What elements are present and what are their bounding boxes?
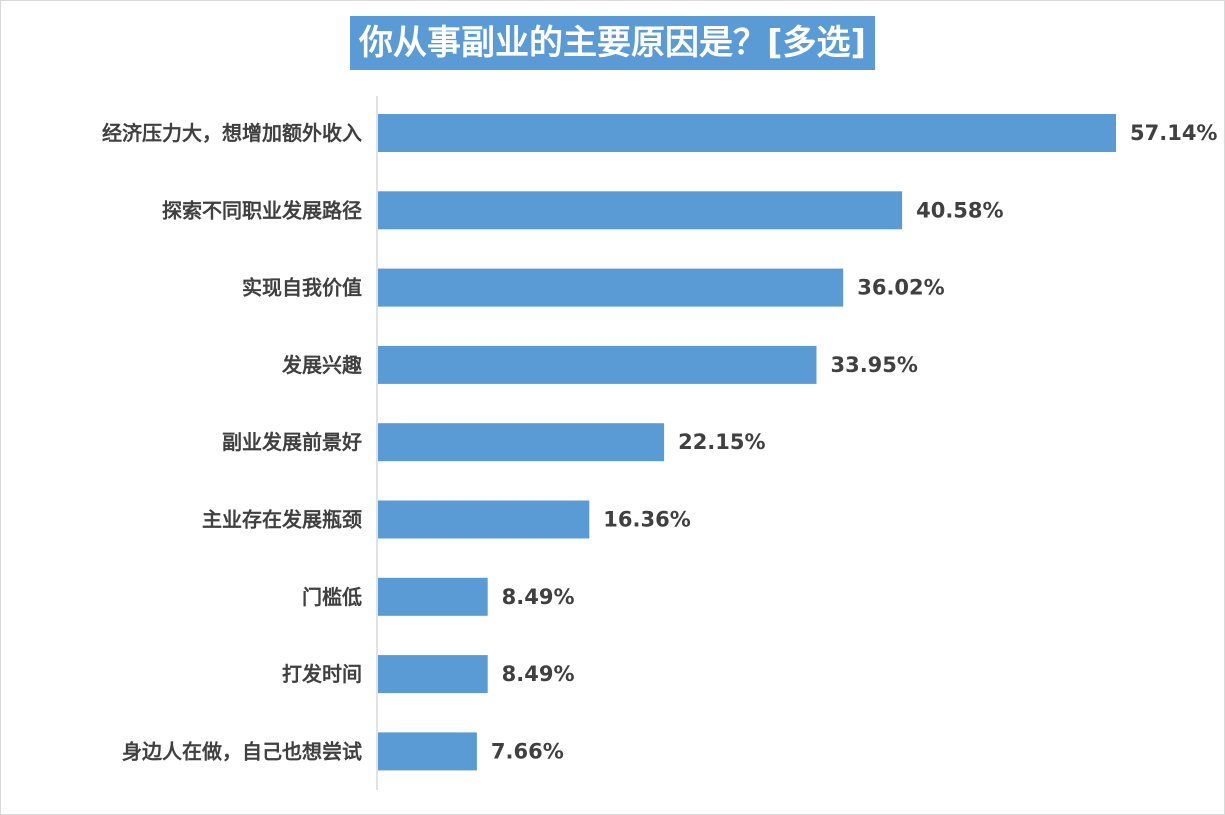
value-label: 8.49% xyxy=(502,662,575,686)
bar xyxy=(378,345,817,384)
value-label: 57.14% xyxy=(1130,121,1217,145)
value-label: 36.02% xyxy=(857,276,944,300)
bar xyxy=(378,732,477,771)
category-label: 打发时间 xyxy=(282,662,362,686)
bar xyxy=(378,114,1116,152)
bars-group xyxy=(378,114,1116,771)
bar xyxy=(378,423,665,462)
category-label: 发展兴趣 xyxy=(281,353,363,377)
bar xyxy=(378,500,590,539)
value-label: 7.66% xyxy=(491,739,564,763)
value-label: 8.49% xyxy=(502,585,575,609)
value-labels-group: 57.14% 40.58% 36.02% 33.95% 22.15% 16.36% 8.49… xyxy=(491,121,1218,763)
category-label: 经济压力大，想增加额外收入 xyxy=(102,121,362,145)
category-label: 身边人在做，自己也想尝试 xyxy=(122,739,362,763)
value-label: 33.95% xyxy=(830,353,917,377)
category-labels-group: 经济压力大，想增加额外收入探索不同职业发展路径实现自我价值发展兴趣副业发展前景好… xyxy=(102,121,363,763)
bar xyxy=(378,577,488,616)
chart-title-container: 你从事副业的主要原因是？[多选] xyxy=(0,16,1225,70)
bar xyxy=(378,191,903,230)
category-label: 主业存在发展瓶颈 xyxy=(202,508,362,532)
category-label: 实现自我价值 xyxy=(242,276,362,300)
value-label: 16.36% xyxy=(603,508,690,532)
chart-title: 你从事副业的主要原因是？[多选] xyxy=(349,16,876,70)
bar xyxy=(378,655,488,694)
value-label: 22.15% xyxy=(678,430,765,454)
bar xyxy=(378,268,844,307)
category-label: 门槛低 xyxy=(302,585,362,609)
value-label: 40.58% xyxy=(916,198,1003,222)
category-label: 探索不同职业发展路径 xyxy=(162,198,362,222)
category-label: 副业发展前景好 xyxy=(222,430,362,454)
